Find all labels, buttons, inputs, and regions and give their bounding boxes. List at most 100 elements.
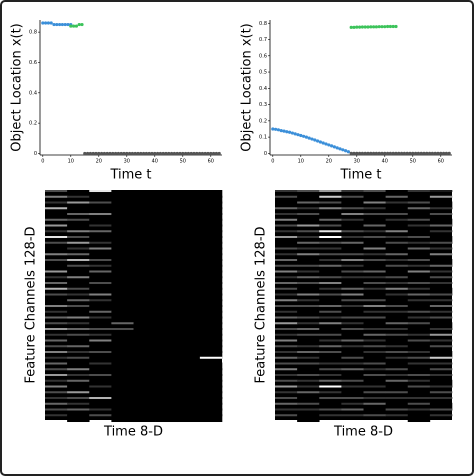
heatmap-cell (429, 385, 453, 388)
heatmap-cell (363, 397, 386, 400)
heatmap-cell (275, 368, 298, 371)
heatmap-cell (199, 402, 223, 411)
heatmap-cell (155, 287, 179, 296)
heatmap-cell (297, 328, 320, 331)
heatmap-cell (429, 264, 453, 267)
heatmap-cell (363, 264, 386, 273)
heatmap-cell (429, 213, 453, 216)
heatmap-cell (45, 379, 68, 382)
heatmap-cell (407, 414, 431, 423)
heatmap-cell (407, 316, 431, 319)
heatmap-cell (199, 236, 223, 244)
heatmap-cell (275, 190, 298, 193)
point (44, 21, 48, 25)
heatmap-cell (341, 414, 364, 417)
heatmap-cell (67, 195, 90, 198)
heatmap-cell (429, 299, 453, 302)
x-tick-label: 10 (298, 159, 304, 165)
heatmap-cell (407, 236, 431, 239)
point (346, 150, 350, 154)
heatmap-cell (111, 374, 134, 382)
heatmap-cell (363, 207, 386, 210)
heatmap-cell (177, 397, 201, 405)
x-tick-label: 20 (96, 159, 102, 165)
heatmap-cell (275, 305, 298, 308)
heatmap-cell (341, 368, 364, 371)
heatmap-cell (319, 305, 342, 308)
heatmap-cell (177, 379, 201, 388)
heatmap-cell (155, 282, 179, 290)
heatmap-cell (319, 333, 342, 336)
heatmap-cell (407, 345, 431, 354)
y-axis-label: Object Location x(t) (10, 23, 25, 152)
y-tick-label: 0.8 (259, 21, 267, 27)
heatmap-cell (111, 310, 134, 319)
heatmap-cell (319, 218, 342, 221)
x-tick-label: 40 (382, 159, 388, 165)
heatmap-cell (429, 351, 453, 359)
heatmap-cell (89, 236, 112, 244)
heatmap-cell (199, 241, 223, 250)
heatmap-cell (341, 195, 364, 198)
heatmap-cell (67, 322, 90, 325)
heatmap-cell (45, 339, 68, 342)
point (388, 24, 392, 29)
point (111, 151, 115, 156)
heatmap-cell (407, 351, 431, 354)
heatmap-cell (385, 339, 409, 348)
heatmap-cell (363, 287, 386, 290)
point (172, 151, 176, 156)
heatmap-cell (155, 345, 179, 354)
heatmap-cell (177, 316, 201, 325)
heatmap-cell (89, 241, 112, 244)
heatmap-cell (385, 270, 409, 279)
heatmap-cell (155, 213, 179, 221)
heatmap-cell (319, 379, 342, 382)
heatmap-cell (89, 270, 112, 273)
heatmap-cell (385, 276, 409, 279)
heatmap-cell (363, 379, 386, 388)
heatmap-cell (45, 207, 68, 210)
point (374, 151, 378, 155)
heatmap-cell (407, 270, 431, 273)
point (102, 151, 106, 156)
x-tick-label: 10 (68, 159, 74, 165)
heatmap-cell (111, 276, 134, 285)
heatmap-cell (363, 230, 386, 233)
point (279, 129, 283, 133)
heatmap-cell (363, 224, 386, 227)
heatmap-cell (385, 207, 409, 216)
heatmap-cell (297, 322, 320, 325)
point (181, 151, 185, 156)
heatmap-cell (319, 397, 342, 400)
heatmap-cell (199, 230, 223, 239)
heatmap-cell (177, 328, 201, 336)
point (391, 24, 395, 29)
heatmap-cell (155, 351, 179, 359)
point (94, 151, 98, 156)
heatmap-cell (363, 391, 386, 394)
point (428, 151, 432, 155)
point (341, 148, 345, 152)
heatmap-cell (155, 356, 179, 365)
heatmap-cell (297, 230, 320, 233)
heatmap-cell (363, 270, 386, 273)
heatmap-cell (319, 201, 342, 204)
heatmap-cell (429, 414, 453, 417)
point (349, 25, 353, 29)
x-axis-label: Time t (109, 168, 151, 183)
heatmap-cell (429, 345, 453, 348)
heatmap-cell (385, 247, 409, 256)
heatmap-cell (341, 362, 364, 365)
heatmap-cell (363, 328, 386, 331)
heatmap-cell (429, 207, 453, 210)
heatmap-cell (89, 333, 112, 336)
x-tick-label: 30 (354, 159, 360, 165)
heatmap-cell (67, 356, 90, 359)
heatmap-cell (385, 293, 409, 296)
point (170, 151, 174, 156)
heatmap-cell (429, 253, 453, 256)
heatmap-cell (341, 328, 364, 331)
heatmap-cell (385, 230, 409, 233)
